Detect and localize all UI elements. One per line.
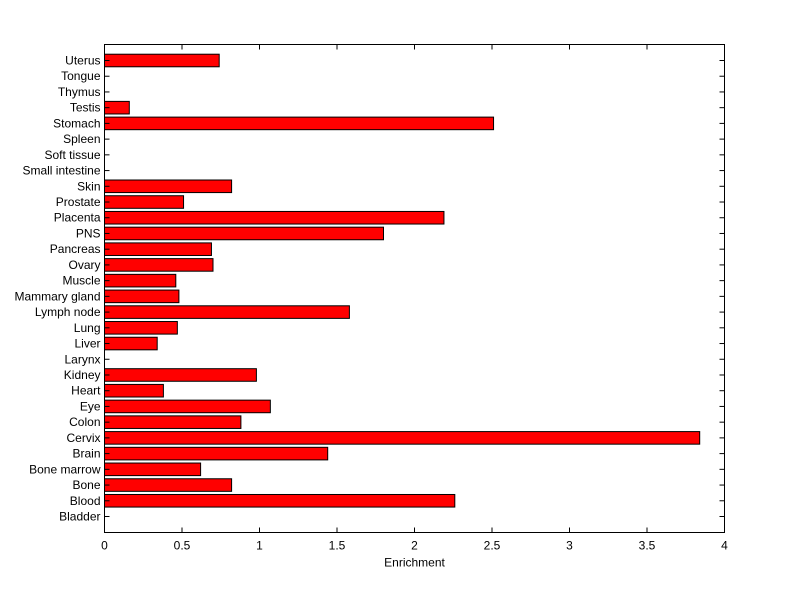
bar-muscle [104,273,177,288]
y-tick-label: Pancreas [50,242,101,256]
bar-kidney [104,368,257,382]
x-tick-label: 3 [566,539,573,553]
x-tick-label: 1.5 [329,539,346,553]
bar-stomach [104,116,495,131]
bar-brain [104,446,329,461]
y-tick-label: Ovary [68,258,100,272]
bar-cervix [104,431,701,445]
y-tick-label: Kidney [64,368,101,382]
y-tick-label: Mammary gland [14,289,100,303]
bar-skin [104,179,233,194]
bar-liver [104,336,158,351]
y-tick-label: Thymus [58,85,101,99]
bar-lung [104,321,178,335]
y-tick-label: Bladder [59,510,100,524]
y-tick-label: Eye [80,399,101,413]
bar-placenta [104,210,445,225]
x-tick-label: 4 [721,539,728,553]
y-tick-label: Liver [74,337,100,351]
bar-heart [104,383,164,398]
y-tick-label: Muscle [62,274,100,288]
y-tick-label: Bone marrow [29,462,101,476]
y-tick-label: Heart [71,384,101,398]
bar-bone [104,478,233,492]
bar-mammary-gland [104,289,180,304]
y-tick-label: Tongue [61,69,101,83]
y-tick-label: PNS [76,226,101,240]
bar-colon [104,415,242,429]
x-tick-label: 1 [256,539,263,553]
x-tick-label: 3.5 [639,539,656,553]
y-tick-label: Placenta [54,211,101,225]
x-tick-label: 2 [411,539,418,553]
y-tick-label: Skin [77,179,100,193]
bar-blood [104,493,456,508]
y-tick-label: Uterus [65,54,100,68]
y-tick-label: Stomach [53,116,100,130]
bar-ovary [104,258,214,272]
y-tick-label: Cervix [66,431,100,445]
y-tick-label: Soft tissue [44,148,100,162]
y-tick-label: Bone [72,478,100,492]
x-axis-label: Enrichment [384,556,445,570]
bar-pancreas [104,242,212,256]
x-tick-label: 0.5 [174,539,191,553]
y-tick-label: Small intestine [22,164,100,178]
y-tick-label: Blood [70,494,101,508]
x-tick-label: 2.5 [484,539,501,553]
plot-frame [104,44,725,533]
y-tick-label: Brain [72,447,100,461]
y-tick-label: Colon [69,415,100,429]
bar-prostate [104,195,185,209]
bars-group [104,53,701,508]
bar-lymph-node [104,305,350,319]
bar-uterus [104,53,220,68]
y-tick-label: Lymph node [35,305,101,319]
x-tick-label: 0 [101,539,108,553]
y-tick-label: Spleen [63,132,100,146]
y-tick-label: Larynx [64,352,100,366]
ticks-group [104,44,725,533]
y-tick-label: Prostate [56,195,101,209]
y-tick-label: Testis [70,101,101,115]
bar-bone-marrow [104,462,202,477]
bar-pns [104,226,384,241]
y-tick-label: Lung [74,321,101,335]
bar-eye [104,399,271,414]
